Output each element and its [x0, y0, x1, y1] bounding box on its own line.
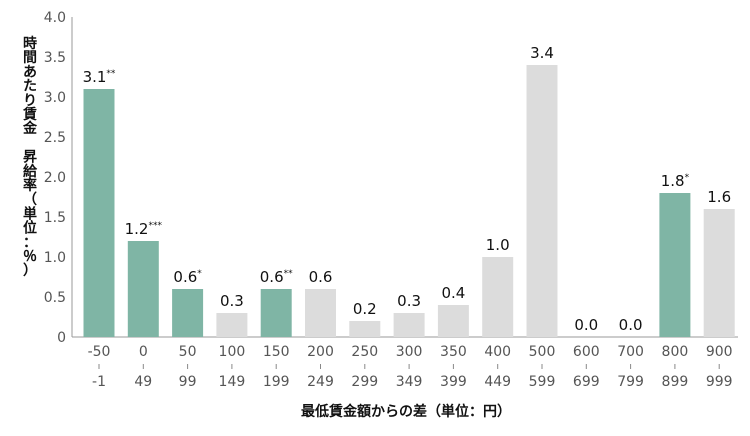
y-tick-label: 1.0	[44, 250, 66, 266]
value-label: 1.0	[486, 236, 510, 254]
value-label: 0.6*	[173, 268, 202, 286]
value-label: 0.4	[441, 284, 465, 302]
category-label-bottom: 149	[219, 374, 246, 390]
category-label-top: 300	[396, 344, 423, 360]
value-label: 1.6	[707, 188, 731, 206]
bar	[83, 89, 115, 337]
category-label-top: 200	[307, 344, 334, 360]
x-axis-ticks: -50 -1 0 49 50 99 100 149 150 199 200 249 250 299 300 3…	[88, 344, 733, 390]
bar	[482, 257, 514, 337]
category-label-bottom: 49	[134, 374, 152, 390]
y-tick-label: 1.5	[44, 210, 66, 226]
category-label-top: 500	[529, 344, 556, 360]
y-tick-label: 3.0	[44, 90, 66, 106]
category-label-bottom: 349	[396, 374, 423, 390]
category-label-top: -50	[88, 344, 111, 360]
category-label-bottom: 799	[617, 374, 644, 390]
category-label-top: 100	[219, 344, 246, 360]
y-tick-label: 0.5	[44, 290, 66, 306]
category-label-bottom: 599	[529, 374, 556, 390]
y-tick-label: 2.0	[44, 170, 66, 186]
category-label-bottom: 449	[484, 374, 511, 390]
value-label: 0.3	[220, 292, 244, 310]
value-label: 0.6	[309, 268, 333, 286]
category-label-bottom: 199	[263, 374, 290, 390]
bar	[659, 193, 691, 337]
y-tick-label: 4.0	[44, 10, 66, 26]
category-label-top: 150	[263, 344, 290, 360]
category-label-bottom: 999	[706, 374, 733, 390]
x-axis-label: 最低賃金額からの差（単位：円）	[301, 403, 511, 420]
category-label-bottom: 899	[662, 374, 689, 390]
value-label: 1.2***	[125, 220, 163, 238]
bar	[703, 209, 735, 337]
bar	[393, 313, 425, 337]
bar	[349, 321, 381, 337]
y-tick-label: 3.5	[44, 50, 66, 66]
value-label: 0.6**	[260, 268, 293, 286]
category-label-bottom: -1	[92, 374, 106, 390]
category-label-top: 50	[179, 344, 197, 360]
category-label-top: 400	[484, 344, 511, 360]
category-label-top: 800	[662, 344, 689, 360]
bar	[260, 289, 292, 337]
bars	[83, 65, 735, 337]
category-label-bottom: 299	[351, 374, 378, 390]
y-tick-label: 2.5	[44, 130, 66, 146]
value-label: 0.2	[353, 300, 377, 318]
value-label: 0.3	[397, 292, 421, 310]
category-label-bottom: 249	[307, 374, 334, 390]
y-axis-ticks: 0 0.5 1.0 1.5 2.0 2.5 3.0 3.5 4.0	[44, 10, 66, 346]
bar	[305, 289, 336, 337]
value-label: 3.4	[530, 44, 554, 62]
value-label: 3.1**	[83, 68, 116, 86]
bar	[127, 241, 159, 337]
bar	[437, 305, 469, 337]
bar	[172, 289, 204, 337]
category-label-top: 700	[617, 344, 644, 360]
value-label: 0.0	[619, 316, 643, 334]
category-label-top: 350	[440, 344, 467, 360]
bar	[526, 65, 558, 337]
value-label: 1.8*	[661, 172, 690, 190]
category-label-bottom: 699	[573, 374, 600, 390]
category-label-top: 600	[573, 344, 600, 360]
y-axis-label: 時間あたり賃金 昇給率（単位：％）	[22, 35, 38, 279]
value-label: 0.0	[574, 316, 598, 334]
y-tick-label: 0	[57, 330, 66, 346]
category-label-top: 0	[139, 344, 148, 360]
category-label-top: 900	[706, 344, 733, 360]
category-label-bottom: 399	[440, 374, 467, 390]
y-axis-label-text: 時間あたり賃金 昇給率（単位：％）	[22, 35, 38, 279]
category-label-top: 250	[351, 344, 378, 360]
category-label-bottom: 99	[179, 374, 197, 390]
bar	[216, 313, 248, 337]
